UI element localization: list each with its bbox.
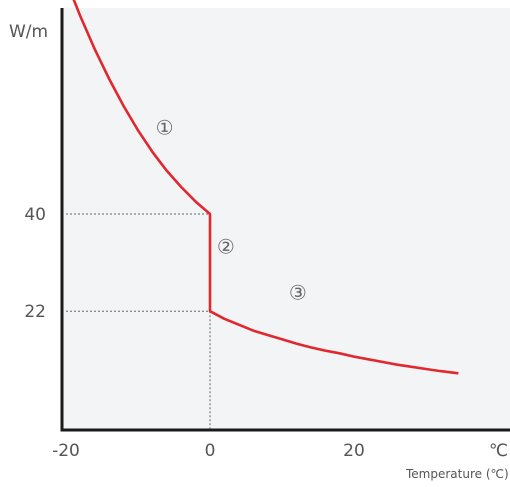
y-tick-label-0: 40 (24, 205, 46, 225)
x-tick-label-0: -20 (52, 441, 80, 461)
x-axis-title: Temperature (℃) (405, 467, 509, 481)
x-axis-unit-label: ℃ (489, 441, 508, 461)
region-annotation-3: ③ (289, 280, 307, 304)
series-line-0 (72, 0, 459, 375)
x-tick-label-2: 20 (343, 441, 365, 461)
region-annotation-2: ② (217, 234, 235, 258)
region-annotation-1: ① (156, 116, 174, 140)
y-axis-unit-label: W/m (9, 22, 48, 42)
x-tick-label-1: 0 (205, 441, 216, 461)
plot-area (62, 8, 510, 430)
y-tick-label-1: 22 (24, 302, 46, 322)
